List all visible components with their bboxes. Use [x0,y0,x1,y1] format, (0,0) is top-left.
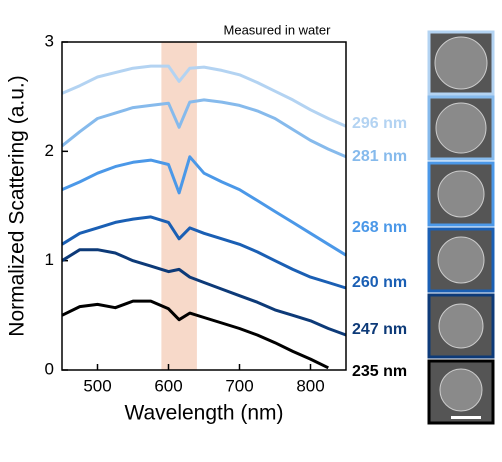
series-label: 296 nm [352,115,407,132]
series-label: 235 nm [352,363,407,380]
particle [439,368,483,412]
chart-title: Measured in water [224,22,332,37]
sem-images [427,30,495,425]
series-line [61,64,347,128]
series-line [61,299,329,370]
series-label: 281 nm [352,148,407,165]
scale-bar [451,416,481,419]
series-line [61,98,347,159]
series-line [61,248,347,337]
series-label: 260 nm [352,274,407,291]
y-tick-label: 2 [45,141,54,160]
particle [437,236,485,284]
plot-frame [61,41,347,371]
particle [438,303,484,349]
y-tick-label: 1 [45,250,54,269]
shaded-band [161,42,197,370]
x-tick-label: 600 [154,376,182,395]
series-line [61,155,347,257]
x-axis-title: Wavelength (nm) [124,402,283,425]
particle [434,36,488,90]
particle [437,170,485,218]
series-label: 268 nm [352,219,407,236]
x-tick-label: 700 [225,376,253,395]
series-line [61,215,347,290]
y-axis-title: Normalized Scattering (a.u.) [6,75,29,336]
x-tick-label: 800 [296,376,324,395]
y-tick-label: 3 [45,31,54,50]
particle [435,102,487,154]
series-label: 247 nm [352,321,407,338]
y-tick-label: 0 [45,359,54,378]
x-tick-label: 500 [83,376,111,395]
